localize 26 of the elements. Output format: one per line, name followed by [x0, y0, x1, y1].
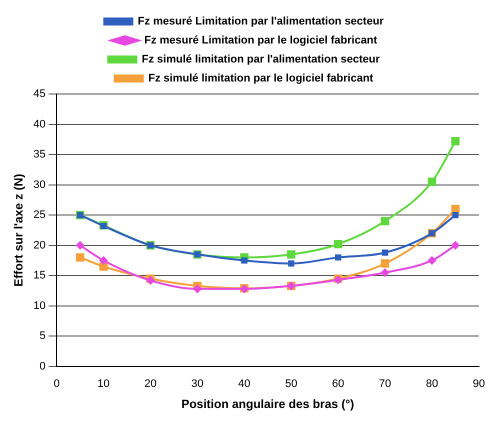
legend-label: Fz mesuré Limitation par l'alimentation secteur	[138, 16, 384, 28]
x-tick-label: 0	[54, 378, 60, 390]
y-tick-label: 5	[40, 330, 46, 342]
x-tick-label: 30	[191, 378, 204, 390]
x-tick-label: 90	[472, 378, 486, 390]
x-tick-label: 10	[97, 378, 110, 390]
x-tick-label: 20	[144, 378, 157, 390]
legend-label: Fz mesuré Limitation par le logiciel fabricant	[144, 34, 378, 47]
y-tick-label: 0	[40, 360, 46, 372]
y-tick-label: 25	[33, 209, 46, 222]
x-tick-label: 70	[378, 378, 392, 390]
y-tick-label: 35	[33, 148, 46, 161]
y-tick-label: 15	[33, 270, 46, 282]
y-tick-label: 40	[33, 118, 46, 130]
x-axis-title: Position angulaire des bras (°)	[181, 397, 354, 412]
y-tick-label: 20	[33, 239, 46, 252]
x-tick-label: 40	[238, 378, 250, 390]
x-tick-label: 80	[426, 378, 438, 390]
y-tick-label: 10	[33, 300, 46, 312]
y-tick-label: 45	[33, 88, 46, 100]
x-tick-label: 60	[332, 378, 344, 390]
x-tick-label: 50	[285, 378, 298, 390]
legend-label: Fz simulé limitation par le logiciel fabricant	[148, 72, 374, 85]
y-tick-label: 30	[33, 178, 46, 191]
y-axis-title: Effort sur l'axe z (N)	[12, 174, 26, 287]
legend-label: Fz simulé limitation par l'alimentation secteur	[142, 54, 380, 66]
